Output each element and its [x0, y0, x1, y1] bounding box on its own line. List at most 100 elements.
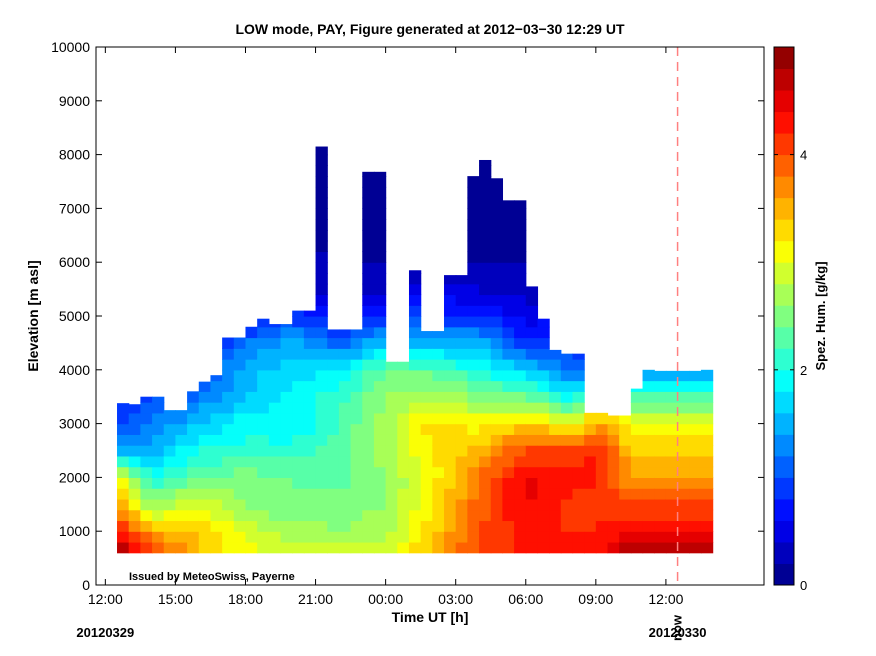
humidity-cell	[140, 434, 153, 446]
humidity-cell	[502, 402, 515, 414]
humidity-cell	[455, 423, 468, 435]
humidity-cell	[373, 423, 387, 435]
humidity-cell	[303, 348, 317, 360]
humidity-cell	[210, 488, 223, 500]
humidity-cell	[362, 359, 375, 371]
colorbar-tick-label: 4	[800, 148, 807, 163]
humidity-cell	[654, 488, 667, 500]
humidity-cell	[245, 509, 258, 522]
humidity-cell	[373, 283, 387, 296]
humidity-cell	[514, 219, 527, 231]
humidity-cell	[257, 391, 270, 403]
humidity-cell	[642, 477, 655, 489]
humidity-cell	[268, 326, 282, 339]
humidity-cell	[444, 455, 457, 468]
humidity-cell	[327, 488, 340, 500]
humidity-cell	[408, 477, 422, 489]
humidity-cell	[397, 531, 410, 543]
humidity-cell	[257, 455, 270, 468]
humidity-cell	[408, 509, 422, 522]
humidity-cell	[373, 229, 387, 242]
humidity-cell	[502, 488, 515, 500]
humidity-cell	[152, 402, 165, 414]
humidity-cell	[187, 531, 200, 543]
humidity-cell	[385, 402, 398, 414]
humidity-cell	[490, 541, 504, 554]
profile-column	[233, 337, 247, 554]
x-tick-label: 03:00	[438, 591, 473, 607]
profile-column	[338, 329, 352, 554]
humidity-cell	[537, 369, 550, 382]
humidity-cell	[292, 445, 305, 457]
humidity-cell	[362, 423, 375, 435]
humidity-cell	[502, 283, 515, 296]
humidity-cell	[502, 466, 515, 478]
humidity-cell	[490, 197, 504, 209]
humidity-cell	[537, 477, 550, 489]
humidity-cell	[420, 455, 433, 468]
humidity-cell	[677, 423, 690, 435]
humidity-cell	[525, 316, 539, 328]
humidity-cell	[397, 455, 410, 468]
humidity-cell	[432, 520, 445, 532]
humidity-cell	[268, 369, 282, 382]
colorbar-segment	[774, 68, 794, 91]
humidity-cell	[560, 531, 574, 543]
colorbar-segment	[774, 541, 794, 564]
humidity-cell	[502, 229, 515, 242]
humidity-cell	[315, 283, 328, 296]
humidity-cell	[315, 337, 328, 349]
humidity-cell	[525, 477, 539, 489]
humidity-cell	[420, 466, 433, 478]
humidity-cell	[537, 412, 550, 425]
humidity-cell	[619, 477, 632, 489]
humidity-cell	[689, 498, 702, 511]
humidity-cell	[479, 186, 492, 199]
humidity-cell	[408, 380, 422, 392]
humidity-cell	[408, 531, 422, 543]
humidity-cell	[315, 165, 328, 177]
humidity-cell	[677, 520, 690, 532]
humidity-cell	[373, 251, 387, 263]
humidity-cell	[654, 434, 667, 446]
humidity-cell	[432, 348, 445, 360]
humidity-cell	[572, 520, 585, 532]
humidity-cell	[467, 412, 480, 425]
humidity-cell	[163, 412, 177, 425]
humidity-cell	[467, 402, 480, 414]
humidity-cell	[315, 294, 328, 306]
humidity-cell	[595, 498, 609, 511]
humidity-cell	[537, 318, 550, 328]
humidity-cell	[117, 531, 130, 543]
humidity-cell	[362, 316, 375, 328]
humidity-cell	[338, 402, 352, 414]
humidity-cell	[537, 423, 550, 435]
x-tick-label: 12:00	[648, 591, 683, 607]
humidity-cell	[175, 423, 188, 435]
humidity-cell	[268, 477, 282, 489]
humidity-cell	[432, 412, 445, 425]
humidity-cell	[479, 423, 492, 435]
humidity-cell	[420, 369, 433, 382]
humidity-cell	[280, 520, 293, 532]
humidity-cell	[479, 488, 492, 500]
humidity-cell	[175, 455, 188, 468]
humidity-cell	[315, 316, 328, 328]
humidity-cell	[175, 541, 188, 554]
y-tick-label: 10000	[51, 39, 90, 55]
humidity-cell	[584, 520, 597, 532]
humidity-cell	[537, 445, 550, 457]
humidity-cell	[315, 146, 328, 156]
humidity-cell	[549, 369, 562, 382]
humidity-cell	[642, 369, 655, 382]
humidity-cell	[537, 531, 550, 543]
humidity-cell	[257, 423, 270, 435]
humidity-cell	[619, 455, 632, 468]
humidity-cell	[514, 541, 527, 554]
humidity-cell	[315, 531, 328, 543]
humidity-cell	[490, 455, 504, 468]
humidity-cell	[373, 219, 387, 231]
humidity-cell	[198, 466, 212, 478]
humidity-cell	[292, 498, 305, 511]
humidity-cell	[455, 445, 468, 457]
